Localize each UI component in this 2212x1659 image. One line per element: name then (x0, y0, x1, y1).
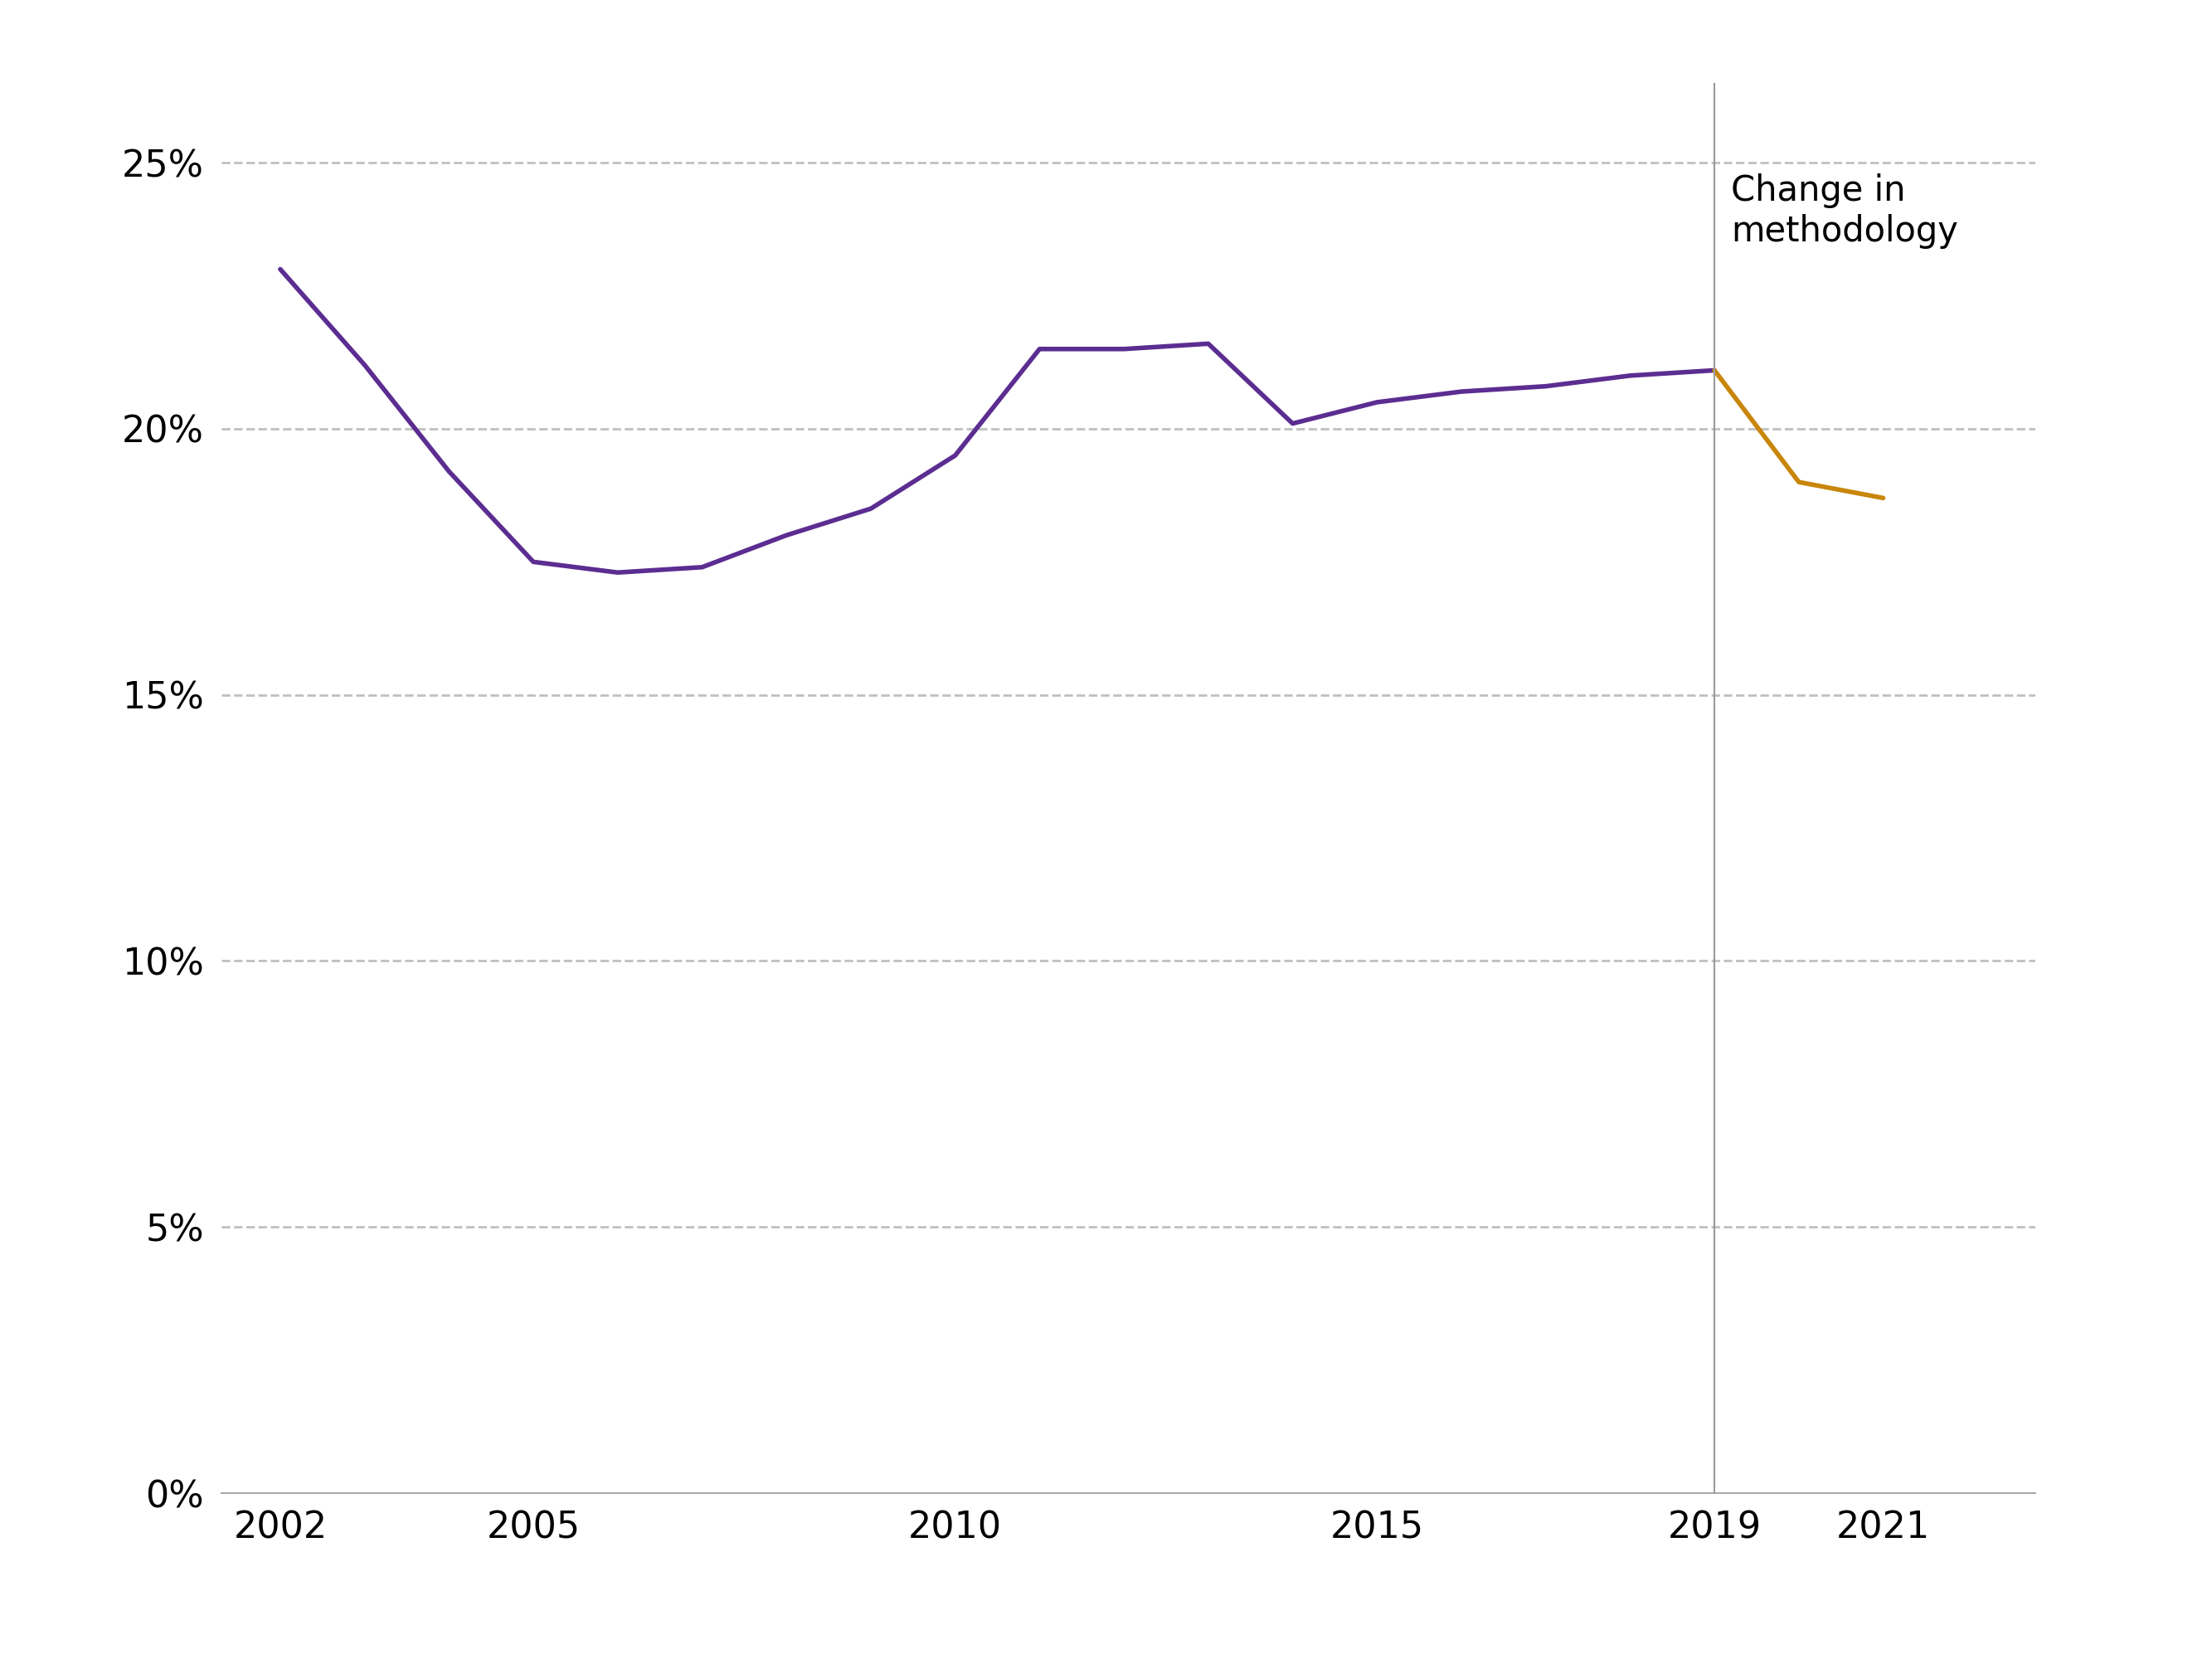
Text: Change in
methodology: Change in methodology (1732, 174, 1958, 249)
